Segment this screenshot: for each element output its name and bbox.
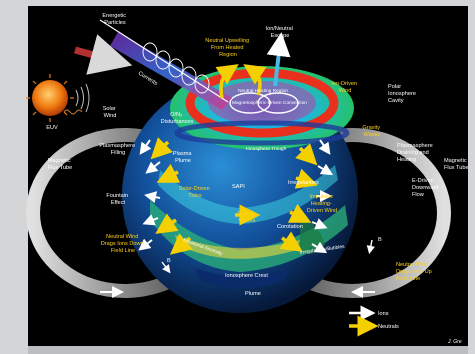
- ion-escape-arrow: [266, 32, 291, 87]
- legend-neutrals-label: Neutrals: [378, 324, 399, 330]
- euv-wave: [63, 109, 83, 115]
- label-magnetic-flux-tube-right: Magnetic Flux Tube: [444, 158, 469, 171]
- label-fountain-effect: Fountain Effect: [106, 193, 129, 206]
- label-solar-wind: Solar Wind: [103, 106, 118, 119]
- equatorial-band: [150, 200, 348, 272]
- label-magnetic-flux-tube-left: Magnetic Flux Tube: [48, 158, 73, 171]
- sun: [32, 80, 68, 116]
- lower-band: [195, 268, 290, 288]
- label-plasmasphere-filling: Plasmasphere Filling: [99, 143, 136, 156]
- convection-zone: [208, 81, 316, 125]
- label-plasma-plume: Plasma Plume: [173, 151, 193, 164]
- label-ionosphere-crest: Ionosphere Crest: [225, 273, 268, 279]
- label-neutral-wind-right: Neutral Wind Drags Ions Up Field Line: [396, 262, 433, 282]
- energetic-particle-beam: [110, 32, 232, 110]
- label-gravity-waves-mid: Gravity Waves: [237, 211, 256, 224]
- label-solar-driven-tides: Solar-Driven Tides: [179, 186, 212, 199]
- label-corotation: Corotation: [277, 224, 303, 230]
- credit-text: J. Gre: [447, 339, 462, 345]
- label-polar-ionosphere-cavity: Polar Ionosphere Cavity: [388, 84, 418, 104]
- label-neutral-wind-left: Neutral Wind Drags Ions Down Field Line: [101, 234, 145, 254]
- label-ionosphere-trough: Ionosphere Trough: [246, 146, 287, 152]
- label-impulsive-heating: Impulsive Heating- Driven Wind: [307, 194, 337, 214]
- trough-band: [174, 120, 350, 146]
- label-magnetospheric-convection: Magnetospheric-Driven Convection: [232, 100, 307, 106]
- neutral-arrows: [150, 137, 318, 255]
- label-energetic-particles: Energetic Particles: [102, 13, 127, 26]
- particle-spirals: [142, 42, 210, 94]
- label-b-right: B: [378, 237, 382, 243]
- label-neutral-heating-region: Neutral Heating Region: [238, 88, 288, 94]
- label-sapi: SAPI: [232, 184, 245, 190]
- ion-arrows: [100, 139, 375, 298]
- label-b-left: B: [167, 258, 171, 264]
- convection-cell-right: [257, 92, 299, 114]
- yellow-band: [175, 235, 300, 259]
- currents-line: [99, 19, 229, 103]
- label-plume: Plume: [245, 291, 261, 297]
- label-ion-neutral-escape: Ion/Neutral Escape: [266, 26, 295, 39]
- upwelling-arrow-left: [215, 64, 239, 99]
- sun-rays: [26, 74, 74, 122]
- label-euv: EUV: [46, 125, 58, 131]
- label-o-n2-disturbances: O/N₂ Disturbances: [161, 112, 194, 125]
- label-gravity-waves-top: Gravity Waves: [362, 125, 381, 138]
- label-neutral-upwelling: Neutral Upwelling From Heated Region: [205, 38, 250, 58]
- label-e-driven-downward-flow: E-Driven Downward Flow: [412, 178, 440, 198]
- label-ion-driven-wind: Ion-Driven Wind: [331, 81, 358, 94]
- upwelling-arrow-right: [243, 64, 267, 96]
- bottom-strip: [28, 346, 468, 354]
- label-irregularities: Irregularities: [288, 180, 319, 186]
- b-field-arrow-right: [366, 239, 375, 255]
- b-field-arrow-left: [161, 261, 171, 274]
- legend-ions-label: Ions: [378, 311, 389, 317]
- legend: Ions Neutrals: [349, 305, 399, 337]
- particle-outflow-arrow: [74, 34, 133, 75]
- solar-wind-waves: [75, 83, 90, 113]
- label-plasmasphere-draining: Plasmasphere Draining and Heating: [397, 143, 434, 163]
- convection-cell-left: [229, 92, 271, 114]
